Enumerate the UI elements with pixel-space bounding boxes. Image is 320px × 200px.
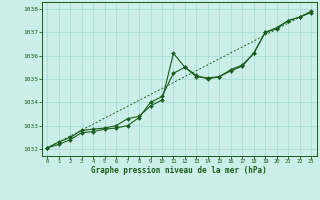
X-axis label: Graphe pression niveau de la mer (hPa): Graphe pression niveau de la mer (hPa)	[91, 166, 267, 175]
